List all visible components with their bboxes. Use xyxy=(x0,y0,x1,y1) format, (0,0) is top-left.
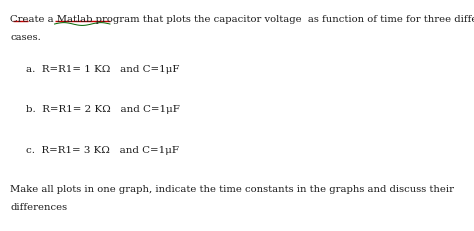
Text: a.  R=R1= 1 KΩ   and C=1μF: a. R=R1= 1 KΩ and C=1μF xyxy=(26,65,180,74)
Text: Make all plots in one graph, indicate the time constants in the graphs and discu: Make all plots in one graph, indicate th… xyxy=(10,185,455,194)
Text: b.  R=R1= 2 KΩ   and C=1μF: b. R=R1= 2 KΩ and C=1μF xyxy=(26,105,180,114)
Text: cases.: cases. xyxy=(10,33,41,43)
Text: c.  R=R1= 3 KΩ   and C=1μF: c. R=R1= 3 KΩ and C=1μF xyxy=(26,146,179,155)
Text: Create a Matlab program that plots the capacitor voltage  as function of time fo: Create a Matlab program that plots the c… xyxy=(10,15,474,24)
Text: differences: differences xyxy=(10,203,68,212)
